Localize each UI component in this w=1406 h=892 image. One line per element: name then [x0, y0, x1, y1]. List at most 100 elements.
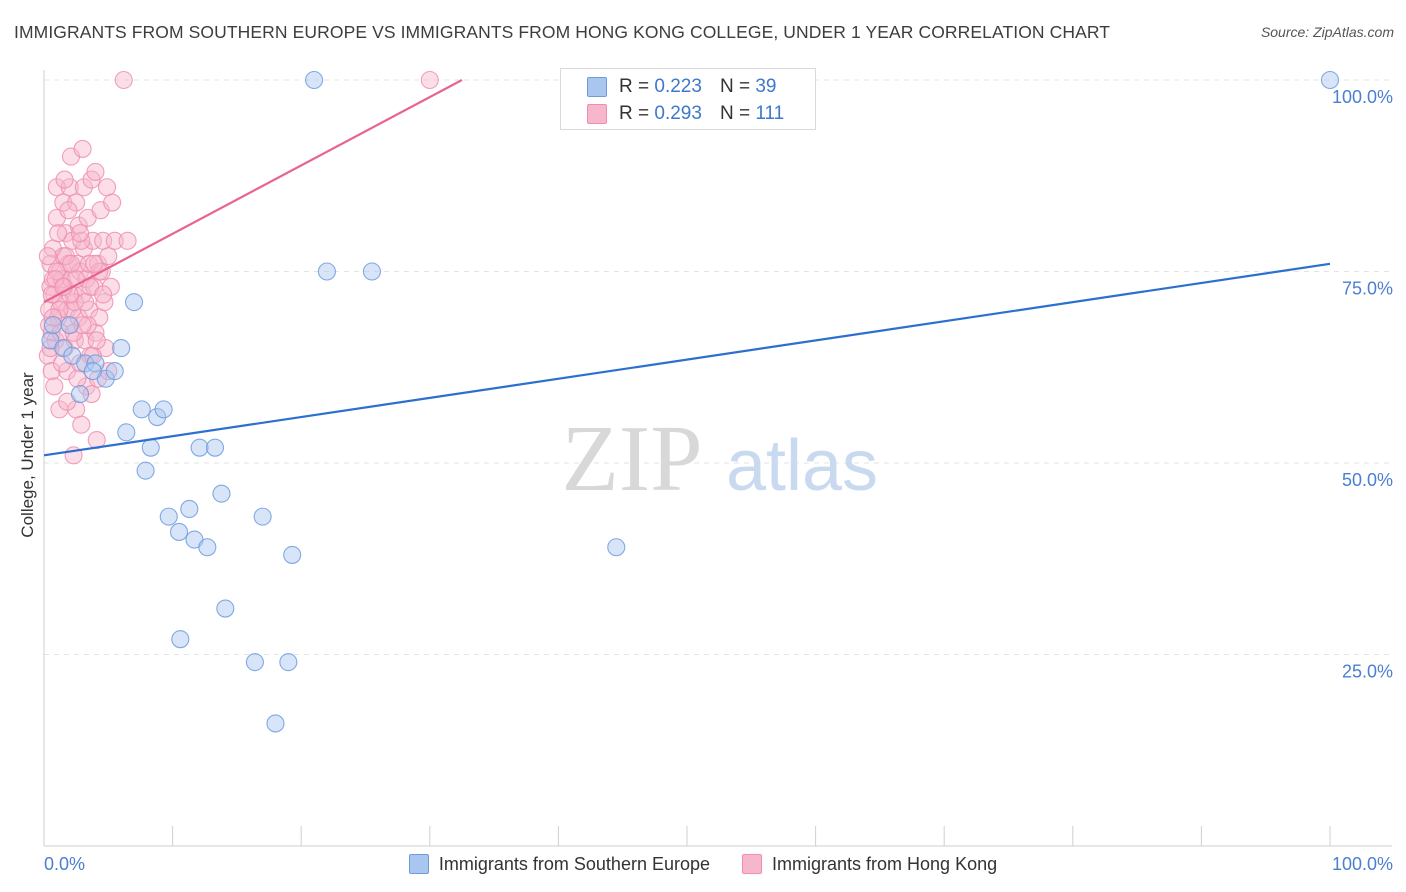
data-point [362, 262, 381, 281]
data-point [43, 308, 63, 327]
data-point [169, 522, 189, 541]
trendlines [43, 79, 1331, 457]
data-point [148, 407, 167, 427]
legend-stats: R = 0.223 N = 39 R = 0.293 N = 111 [560, 68, 816, 130]
data-point [47, 178, 66, 197]
data-point [60, 316, 79, 335]
data-point [83, 362, 102, 381]
data-point [72, 415, 91, 434]
data-point [103, 193, 122, 212]
data-point [159, 507, 178, 526]
data-point [212, 484, 231, 503]
data-point [141, 438, 160, 457]
y-tick-label-1: 75.0% [1342, 279, 1393, 299]
data-point [87, 331, 106, 350]
data-point [180, 499, 199, 519]
watermark-atlas: atlas [726, 426, 878, 506]
data-point [607, 538, 626, 557]
data-point [114, 70, 133, 90]
data-point [99, 247, 118, 266]
data-point [59, 201, 78, 220]
series-southern-europe-points [41, 70, 1340, 733]
data-point [78, 316, 97, 335]
data-point [279, 653, 298, 672]
y-tick-label-3: 25.0% [1342, 662, 1393, 682]
legend-item-southern-europe[interactable]: Immigrants from Southern Europe [408, 853, 711, 875]
data-point [73, 316, 92, 335]
data-point [43, 316, 63, 335]
watermark-zip: ZIP [562, 407, 703, 511]
data-point [420, 70, 439, 90]
data-point [216, 599, 235, 618]
data-point [68, 369, 87, 388]
x-tick-label-0: 0.0% [44, 854, 85, 874]
data-point [205, 438, 225, 457]
data-point [52, 354, 72, 373]
data-point [73, 139, 92, 158]
data-point [112, 339, 131, 358]
r-label: R = [619, 103, 650, 124]
data-point [45, 377, 64, 396]
y-tick-label-0: 100.0% [1332, 87, 1393, 107]
legend-swatch-pink [587, 104, 607, 124]
r-value: 0.223 [654, 76, 702, 97]
legend-label: Immigrants from Southern Europe [438, 853, 711, 874]
data-point [41, 339, 60, 358]
data-point [86, 162, 105, 181]
gridlines [44, 79, 1392, 655]
r-label: R = [619, 76, 650, 97]
trendline-southern-europe [43, 262, 1331, 457]
n-label: N = [719, 76, 751, 97]
legend-row-hong-kong: R = 0.293 N = 111 [587, 101, 784, 127]
data-point [305, 70, 324, 90]
data-point [198, 538, 217, 557]
y-axis-label: College, Under 1 year [18, 372, 37, 538]
trendline-hong-kong [43, 79, 463, 304]
data-point [317, 262, 336, 281]
y-tick-label-2: 50.0% [1342, 470, 1393, 490]
data-point [97, 178, 117, 197]
data-point [245, 653, 264, 672]
data-point [101, 277, 120, 296]
data-point [95, 293, 114, 312]
legend-item-hong-kong[interactable]: Immigrants from Hong Kong [742, 854, 997, 875]
data-point [154, 400, 173, 419]
legend-swatch-blue [408, 854, 429, 874]
data-point [67, 193, 86, 212]
n-value: 111 [755, 103, 785, 124]
data-point [74, 178, 93, 197]
data-point [190, 438, 209, 457]
data-point [94, 285, 113, 304]
legend-swatch-blue [587, 77, 607, 97]
data-point [283, 545, 302, 564]
legend-row-southern-europe: R = 0.223 N = 39 [587, 74, 776, 100]
x-tick-label-1: 100.0% [1332, 854, 1393, 874]
data-point [132, 400, 151, 419]
data-point [49, 224, 68, 243]
legend-series: Immigrants from Southern Europe Immigran… [0, 851, 1406, 877]
data-point [1320, 70, 1340, 90]
data-point [72, 231, 91, 250]
data-point [124, 293, 144, 312]
axes [43, 70, 1392, 847]
data-point [76, 293, 95, 312]
data-point [70, 385, 90, 404]
data-point [42, 362, 61, 381]
n-value: 39 [755, 76, 777, 97]
tick-labels: 100.0% 75.0% 50.0% 25.0% 0.0% 100.0% [44, 87, 1393, 874]
data-point [38, 247, 57, 266]
data-point [136, 461, 155, 480]
data-point [105, 231, 124, 250]
data-point [46, 270, 65, 289]
data-point [76, 354, 95, 373]
data-point [117, 423, 136, 442]
data-point [50, 300, 69, 319]
legend-label: Immigrants from Hong Kong [772, 853, 998, 874]
data-point [105, 362, 124, 381]
watermark: ZIP atlas [562, 407, 879, 511]
n-label: N = [719, 103, 751, 124]
legend-swatch-pink [742, 854, 763, 874]
data-point [55, 170, 74, 189]
data-point [171, 630, 190, 649]
